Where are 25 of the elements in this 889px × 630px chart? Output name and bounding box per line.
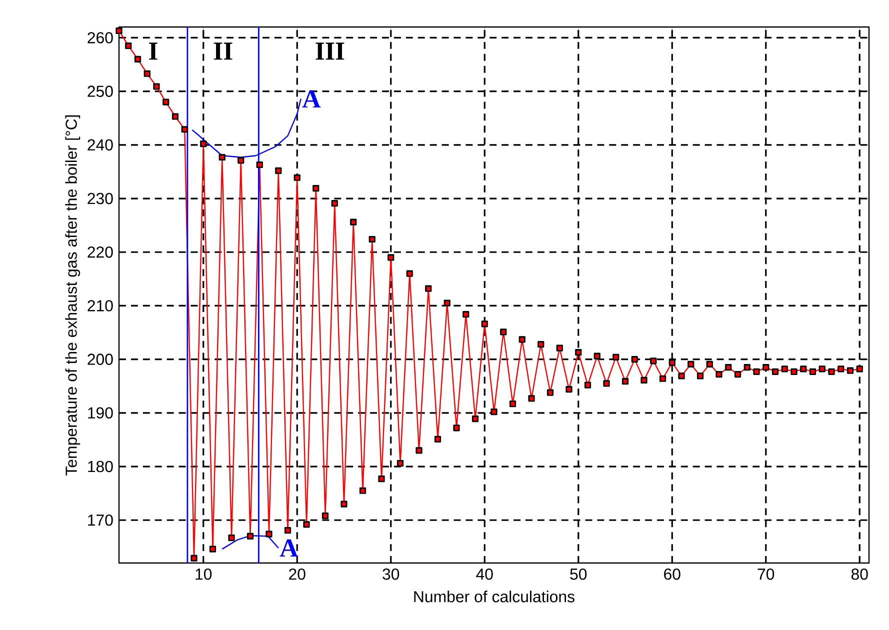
annotation: I — [149, 42, 158, 60]
annotation: A — [302, 90, 321, 108]
y-tick-label: 250 — [88, 86, 113, 97]
y-tick-label: 190 — [88, 407, 113, 419]
x-tick-label: 50 — [570, 568, 587, 580]
x-axis-title: Number of calculations — [414, 590, 574, 602]
annotation: II — [214, 42, 232, 60]
y-tick-label: 260 — [88, 32, 113, 44]
y-tick-label: 240 — [88, 139, 113, 151]
x-tick-label: 60 — [664, 568, 680, 580]
annotation: A — [280, 539, 298, 557]
y-tick-label: 210 — [88, 300, 113, 312]
x-tick-label: 10 — [196, 568, 212, 580]
y-tick-label: 200 — [88, 354, 113, 365]
x-tick-label: 20 — [289, 568, 306, 580]
annotation: III — [316, 42, 344, 60]
x-tick-label: 40 — [476, 568, 493, 580]
x-tick-label: 30 — [382, 568, 400, 580]
y-axis-title: Temperature of the exhaust gas after the boiler [°C] — [65, 115, 80, 476]
y-tick-label: 220 — [88, 246, 113, 258]
x-tick-label: 70 — [758, 568, 774, 580]
y-tick-label: 170 — [88, 514, 113, 526]
y-tick-label: 230 — [88, 192, 113, 204]
x-tick-label: 80 — [851, 568, 868, 580]
y-tick-label: 180 — [88, 460, 113, 472]
